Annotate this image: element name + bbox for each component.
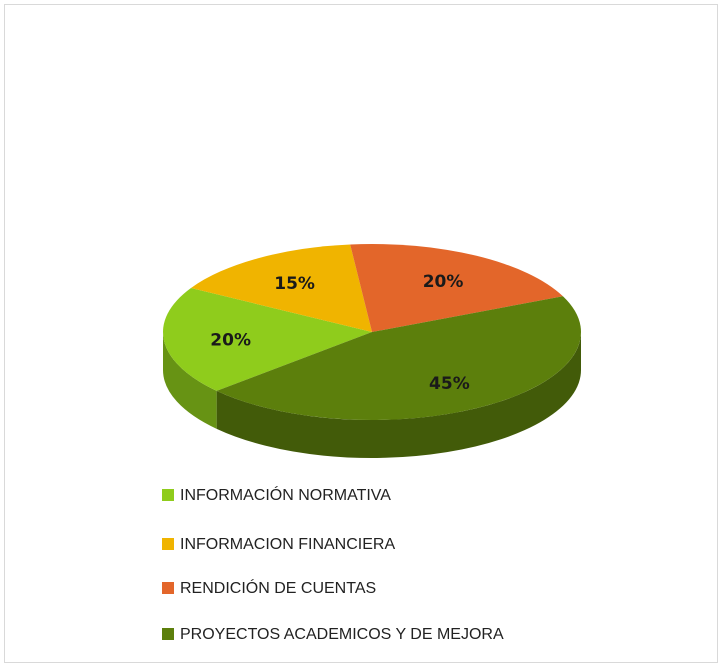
slice-side [216, 332, 581, 459]
pie-slice [350, 244, 563, 332]
legend-swatch [162, 538, 174, 550]
pie-slice [216, 296, 581, 459]
legend-label: INFORMACIÓN NORMATIVA [180, 485, 391, 504]
slice-top [350, 244, 563, 332]
data-label: 20% [210, 330, 251, 350]
data-label: 45% [429, 374, 470, 394]
legend-swatch [162, 582, 174, 594]
slice-top [216, 296, 581, 420]
legend-label: RENDICIÓN DE CUENTAS [180, 578, 376, 597]
legend-label: PROYECTOS ACADEMICOS Y DE MEJORA [180, 626, 504, 643]
legend-swatch [162, 628, 174, 640]
pie-slice [163, 288, 372, 429]
legend-label: INFORMACION FINANCIERA [180, 536, 395, 553]
data-label: 15% [274, 274, 315, 294]
legend-swatch [162, 489, 174, 501]
slice-top [191, 244, 372, 332]
pie-slice [191, 244, 372, 332]
slice-top [163, 288, 372, 391]
slice-side [163, 332, 217, 429]
data-label: 20% [423, 272, 464, 292]
